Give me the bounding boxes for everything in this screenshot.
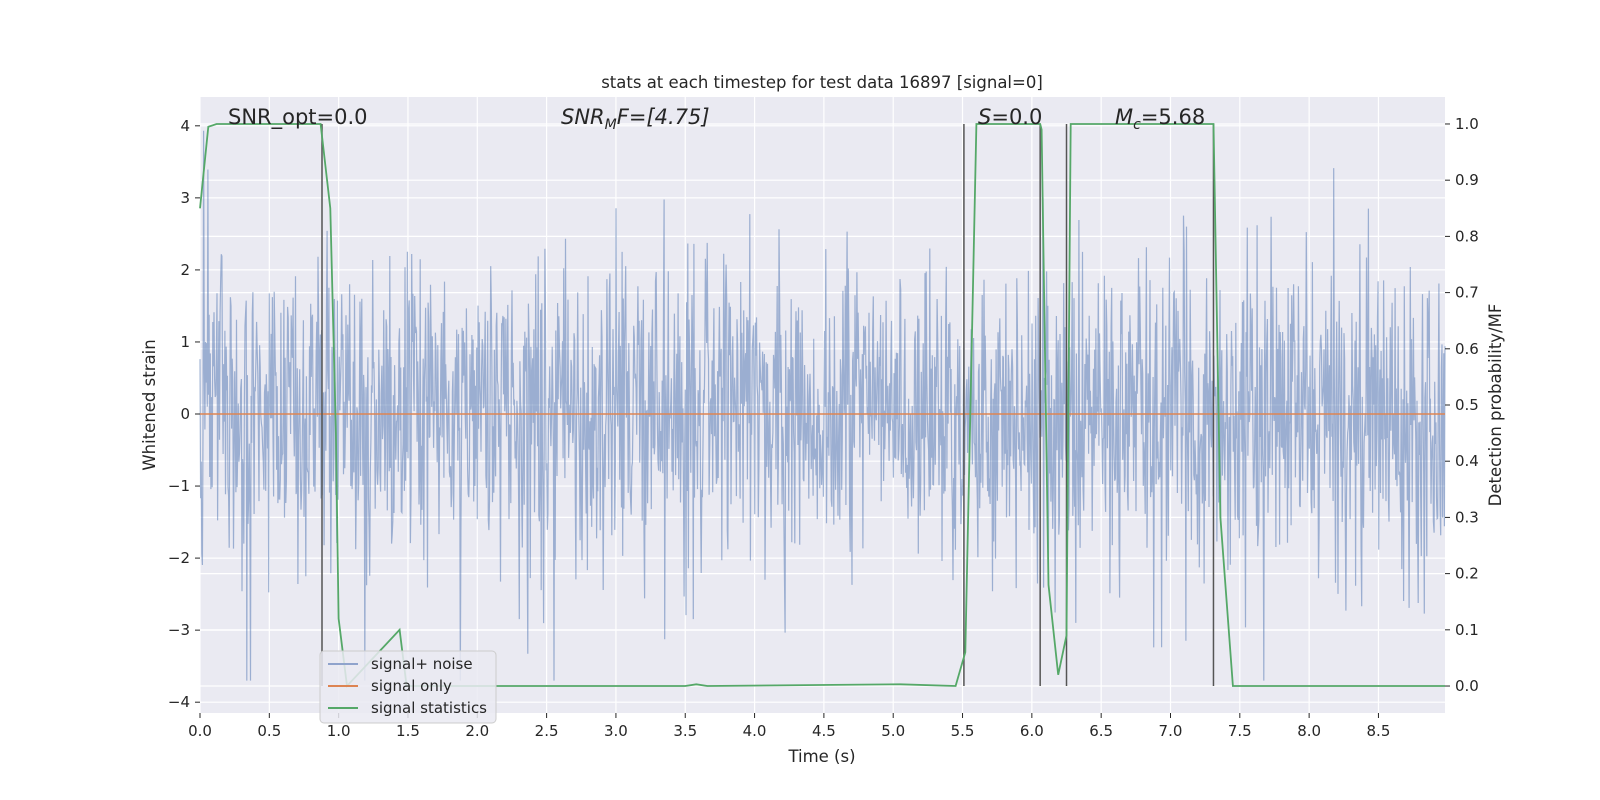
x-tick-label: 7.0 xyxy=(1159,722,1183,740)
x-tick-label: 4.0 xyxy=(743,722,767,740)
y-right-axis-label: Detection probability/MF xyxy=(1486,304,1505,507)
y-right-tick-label: 0.0 xyxy=(1455,677,1479,695)
y-right-tick-label: 0.5 xyxy=(1455,396,1479,414)
s-rest: =0.0 xyxy=(991,105,1042,129)
mc-sub: c xyxy=(1133,117,1141,133)
snr-mf-sub: M xyxy=(605,117,617,133)
x-tick-label: 4.5 xyxy=(812,722,836,740)
y-left-tick-label: −1 xyxy=(168,477,190,495)
noise-line xyxy=(199,130,1446,681)
annotation-snr-opt: SNR_opt=0.0 xyxy=(228,105,368,130)
signal-statistics-line xyxy=(199,123,1445,689)
legend-label-signal-statistics: signal statistics xyxy=(371,699,487,717)
y-left-axis-ticks: 4 3 2 1 0 −1 −2 −3 −4 xyxy=(168,117,200,711)
chart-title: stats at each timestep for test data 168… xyxy=(601,73,1043,92)
y-left-tick-label: −4 xyxy=(168,693,190,711)
y-left-tick-label: 1 xyxy=(180,333,190,351)
x-tick-label: 6.5 xyxy=(1089,722,1113,740)
x-tick-label: 7.5 xyxy=(1228,722,1252,740)
x-tick-label: 8.5 xyxy=(1367,722,1391,740)
y-right-tick-label: 0.2 xyxy=(1455,565,1479,583)
series-signal-noise xyxy=(199,130,1446,681)
y-left-tick-label: −3 xyxy=(168,621,190,639)
y-left-tick-label: −2 xyxy=(168,549,190,567)
y-right-tick-label: 0.3 xyxy=(1455,508,1479,526)
y-left-tick-label: 3 xyxy=(180,189,190,207)
y-left-axis-label: Whitened strain xyxy=(140,339,159,470)
y-right-tick-label: 0.7 xyxy=(1455,284,1479,302)
mc-base: M xyxy=(1115,105,1133,129)
y-left-tick-label: 4 xyxy=(180,117,190,135)
y-right-tick-label: 0.8 xyxy=(1455,227,1479,245)
y-right-tick-label: 0.4 xyxy=(1455,452,1479,470)
s-var: S xyxy=(978,105,991,129)
y-right-tick-label: 0.1 xyxy=(1455,621,1479,639)
legend-label-signal-only: signal only xyxy=(371,677,452,695)
x-tick-label: 3.5 xyxy=(673,722,697,740)
x-tick-label: 8.0 xyxy=(1297,722,1321,740)
annotation-snr-mf: SNRMF=[4.75] xyxy=(561,105,710,133)
x-tick-label: 1.0 xyxy=(327,722,351,740)
y-left-tick-label: 2 xyxy=(180,261,190,279)
annotation-s: S=0.0 xyxy=(978,105,1042,129)
x-tick-label: 0.0 xyxy=(188,722,212,740)
x-tick-label: 1.5 xyxy=(396,722,420,740)
legend-box xyxy=(319,650,497,724)
x-tick-label: 3.0 xyxy=(604,722,628,740)
snr-mf-rest: F=[4.75] xyxy=(617,105,710,129)
x-tick-label: 5.0 xyxy=(881,722,905,740)
x-tick-label: 6.0 xyxy=(1020,722,1044,740)
y-left-tick-label: 0 xyxy=(180,405,190,423)
x-tick-label: 0.5 xyxy=(257,722,281,740)
legend-label-signal-noise: signal+ noise xyxy=(371,655,473,673)
x-tick-label: 2.0 xyxy=(465,722,489,740)
mc-rest: =5.68 xyxy=(1141,105,1205,129)
y-right-tick-label: 0.9 xyxy=(1455,171,1479,189)
x-tick-label: 5.5 xyxy=(951,722,975,740)
series-signal-statistics xyxy=(199,123,1445,689)
snr-mf-base: SNR xyxy=(561,105,605,129)
x-tick-label: 2.5 xyxy=(535,722,559,740)
legend: signal+ noise signal only signal statist… xyxy=(319,650,497,724)
y-right-tick-label: 0.6 xyxy=(1455,340,1479,358)
y-right-tick-label: 1.0 xyxy=(1455,115,1479,133)
x-axis-label: Time (s) xyxy=(787,747,855,766)
annotation-mc: Mc=5.68 xyxy=(1115,105,1205,133)
y-right-axis-ticks: 1.0 0.9 0.8 0.7 0.6 0.5 0.4 0.3 0.2 0.1 0.0 xyxy=(1445,115,1479,695)
x-axis-ticks: 0.0 0.5 1.0 1.5 2.0 2.5 3.0 3.5 4.0 4.5 5.0 5.5 6.0 6… xyxy=(188,713,1390,740)
